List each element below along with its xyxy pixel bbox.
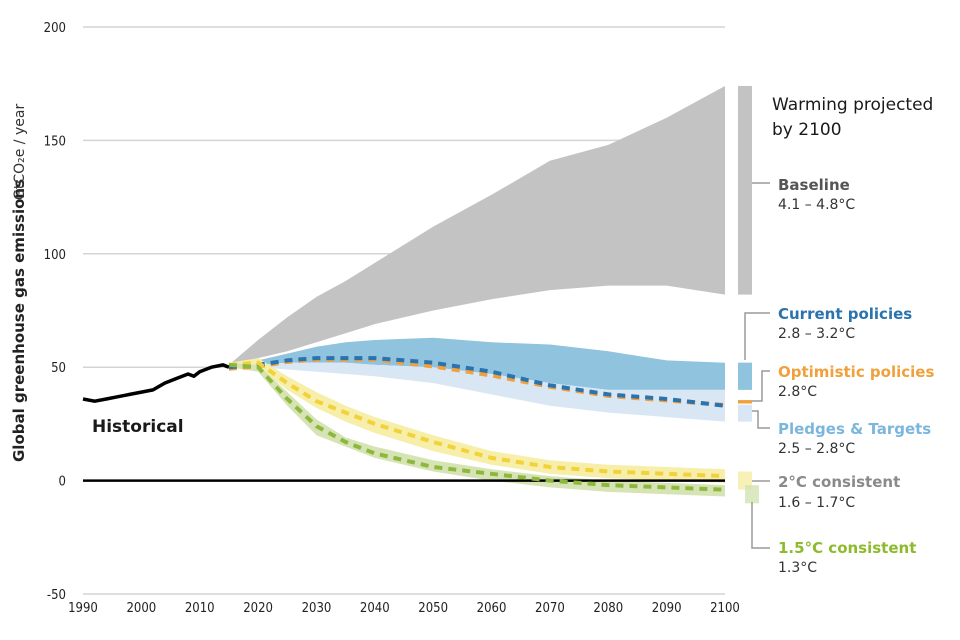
- legend-pledges-title: Pledges & Targets: [778, 420, 931, 438]
- legend-connectors: [744, 182, 770, 549]
- x-tick-label: 2060: [477, 601, 507, 616]
- x-tick-label: 2050: [418, 601, 448, 616]
- x-tick-label: 2030: [302, 601, 332, 616]
- dashed-1-5-c-consistent-median: [228, 362, 726, 492]
- legend-optimistic-value: 2.8°C: [778, 384, 817, 400]
- legend: Warming projected by 2100 Baseline 4.1 –…: [772, 95, 934, 576]
- band-2-c-consistent: [228, 358, 725, 483]
- connector-current: [744, 312, 770, 360]
- connector-optimistic: [752, 370, 770, 402]
- legend-2c-title: 2°C consistent: [778, 473, 900, 491]
- x-axis-ticks: 1990 2000 2010 2020 2030 2040 2050 2060 2070 2080…: [68, 601, 740, 616]
- legend-15c-title: 1.5°C consistent: [778, 539, 916, 557]
- y-axis-label: Global greenhouse gas emissions GtCO₂e /…: [10, 104, 28, 462]
- legend-heading-line1: Warming projected: [772, 95, 933, 115]
- connector-pledges: [752, 410, 770, 429]
- dashed-2-c-consistent-median: [228, 360, 726, 479]
- x-tick-label: 2080: [593, 601, 623, 616]
- x-tick-label: 2000: [126, 601, 156, 616]
- x-tick-label: 2090: [652, 601, 682, 616]
- x-tick-label: 2100: [710, 601, 740, 616]
- y-tick-label: 50: [51, 361, 66, 376]
- historical-line: [82, 363, 230, 403]
- legend-current-title: Current policies: [778, 305, 912, 323]
- range-bar-optimistic-policies: [738, 400, 752, 404]
- legend-15c-value: 1.3°C: [778, 560, 817, 576]
- legend-heading-line2: by 2100: [772, 120, 842, 140]
- range-bar-pledges-targets: [738, 404, 752, 422]
- x-tick-label: 1990: [68, 601, 98, 616]
- connector-15c: [751, 502, 770, 549]
- y-axis-title: Global greenhouse gas emissions: [10, 179, 28, 462]
- median-lines: [228, 356, 726, 492]
- x-tick-label: 2040: [360, 601, 390, 616]
- y-axis-ticks: 200 150 100 50 0 -50: [44, 21, 66, 603]
- y-tick-label: 100: [44, 248, 66, 263]
- y-tick-label: 0: [59, 475, 66, 490]
- dashed-current-policies-median: [228, 356, 726, 408]
- x-tick-label: 2020: [243, 601, 273, 616]
- legend-optimistic-title: Optimistic policies: [778, 363, 934, 381]
- historical-label: Historical: [92, 417, 184, 437]
- scenario-bands: [228, 86, 725, 497]
- range-bar-baseline: [738, 85, 752, 295]
- warming-range-bars: [738, 85, 759, 504]
- range-bar-1-5-c-consistent: [745, 485, 759, 504]
- legend-baseline-value: 4.1 – 4.8°C: [778, 197, 855, 213]
- x-tick-label: 2070: [535, 601, 565, 616]
- legend-current-value: 2.8 – 3.2°C: [778, 326, 855, 342]
- y-tick-label: 200: [44, 21, 66, 36]
- range-bar-current-policies: [738, 362, 752, 390]
- legend-2c-value: 1.6 – 1.7°C: [778, 495, 855, 511]
- band-baseline: [228, 86, 725, 365]
- y-tick-label: -50: [47, 588, 66, 603]
- band-1-5-c-consistent: [228, 362, 725, 497]
- legend-pledges-value: 2.5 – 2.8°C: [778, 441, 855, 457]
- y-tick-label: 150: [44, 134, 66, 149]
- band-current-policies: [228, 337, 725, 390]
- legend-baseline-title: Baseline: [778, 176, 850, 194]
- x-tick-label: 2010: [185, 601, 215, 616]
- y-axis-unit: GtCO₂e / year: [12, 104, 28, 200]
- band-pledges-targets: [228, 362, 725, 422]
